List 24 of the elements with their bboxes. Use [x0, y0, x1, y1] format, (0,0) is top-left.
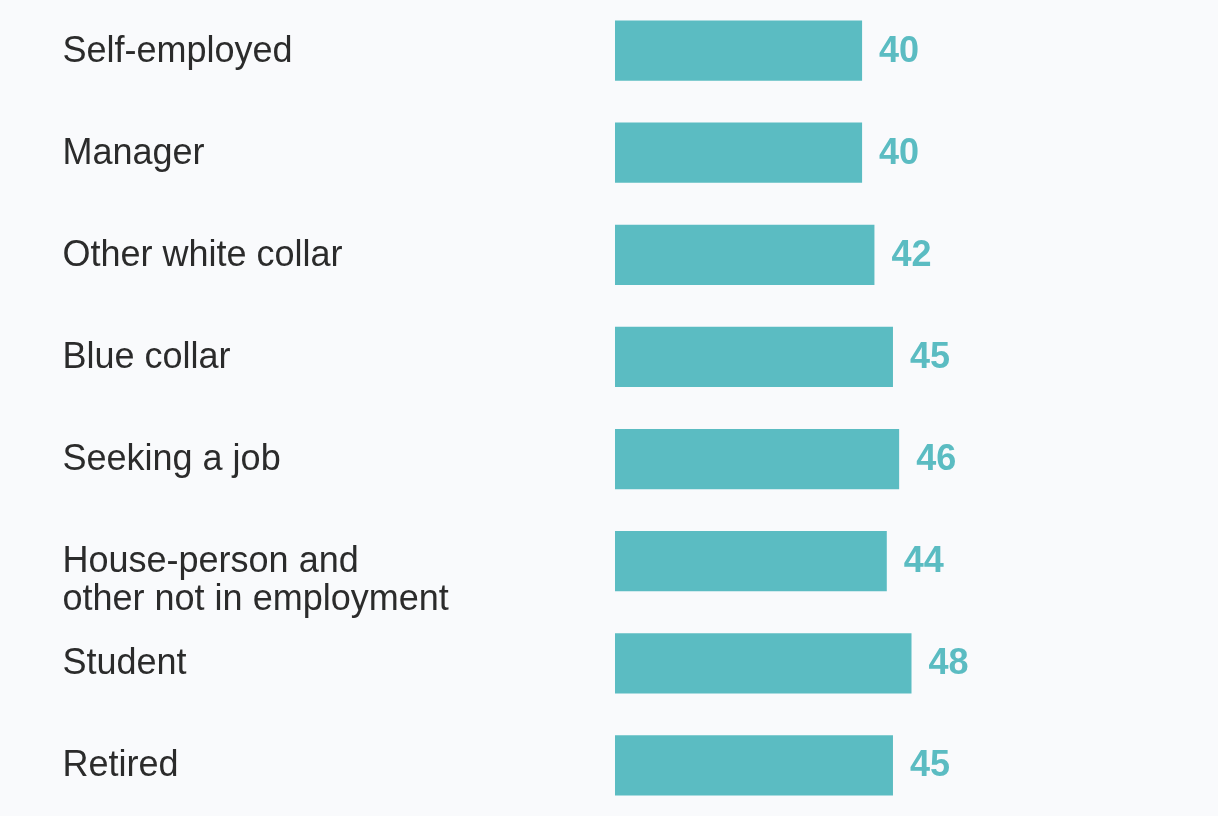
- bar: [615, 428, 900, 490]
- bar: [615, 633, 912, 694]
- y-tick-label: Other white collar: [62, 232, 343, 274]
- data-label: 45: [909, 743, 951, 785]
- bar: [615, 20, 863, 81]
- y-tick-label: Student: [62, 641, 187, 683]
- data-label: 46: [916, 437, 957, 479]
- bar: [615, 531, 887, 592]
- y-tick-label: Seeking a job: [62, 437, 281, 479]
- y-tick-label: Manager: [62, 130, 205, 172]
- y-tick-label: Blue collar: [62, 334, 231, 376]
- bar: [615, 735, 893, 796]
- y-tick-label: Retired: [62, 743, 179, 785]
- y-tick-label: Self-employed: [62, 28, 293, 70]
- data-label: 42: [891, 232, 932, 274]
- bar: [615, 122, 863, 183]
- bar: [615, 224, 875, 285]
- data-label: 40: [879, 130, 920, 172]
- data-label: 40: [879, 28, 920, 70]
- data-label: 45: [909, 334, 951, 376]
- data-label: 44: [903, 539, 944, 581]
- y-tick-label: House-person and other not in employment: [62, 539, 449, 619]
- bar: [615, 326, 893, 388]
- data-label: 48: [928, 641, 969, 683]
